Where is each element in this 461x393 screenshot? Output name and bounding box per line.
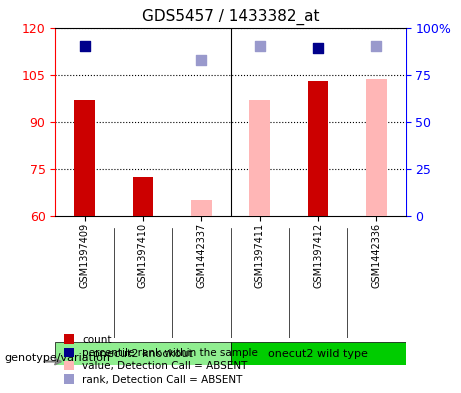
Text: genotype/variation: genotype/variation bbox=[5, 353, 111, 363]
Bar bbox=[191, 200, 212, 216]
Text: GSM1442337: GSM1442337 bbox=[196, 223, 207, 288]
Bar bbox=[249, 100, 270, 216]
Text: onecut2 knockout: onecut2 knockout bbox=[93, 349, 193, 359]
Point bbox=[373, 43, 380, 50]
Bar bbox=[308, 81, 328, 216]
Text: GSM1442336: GSM1442336 bbox=[372, 223, 382, 288]
Title: GDS5457 / 1433382_at: GDS5457 / 1433382_at bbox=[142, 9, 319, 25]
Point bbox=[314, 45, 322, 51]
FancyBboxPatch shape bbox=[230, 342, 406, 365]
Legend: count, percentile rank within the sample, value, Detection Call = ABSENT, rank, : count, percentile rank within the sample… bbox=[60, 331, 261, 388]
Text: onecut2 wild type: onecut2 wild type bbox=[268, 349, 368, 359]
Text: GSM1397409: GSM1397409 bbox=[79, 223, 89, 288]
FancyBboxPatch shape bbox=[55, 342, 230, 365]
Bar bbox=[366, 79, 387, 216]
Text: GSM1397410: GSM1397410 bbox=[138, 223, 148, 288]
Bar bbox=[133, 177, 153, 216]
Bar bbox=[74, 100, 95, 216]
Point bbox=[256, 43, 263, 50]
Text: GSM1397412: GSM1397412 bbox=[313, 223, 323, 288]
Point bbox=[198, 57, 205, 63]
Point bbox=[81, 43, 88, 50]
Text: GSM1397411: GSM1397411 bbox=[254, 223, 265, 288]
